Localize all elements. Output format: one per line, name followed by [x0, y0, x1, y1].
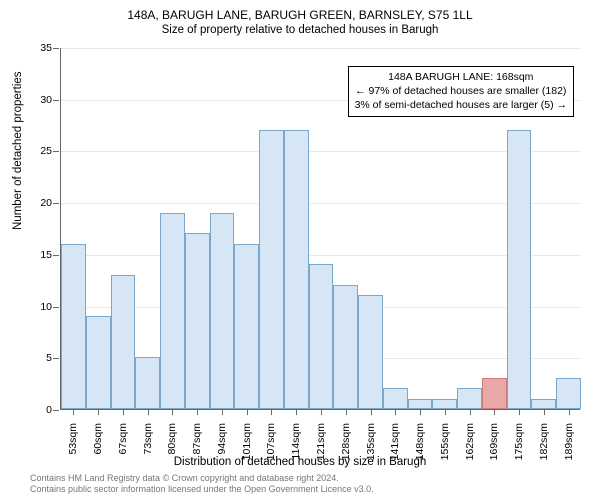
histogram-bar	[457, 388, 482, 409]
x-tick	[73, 409, 74, 415]
attribution-footer: Contains HM Land Registry data © Crown c…	[30, 473, 374, 496]
histogram-bar	[333, 285, 358, 409]
histogram-bar	[556, 378, 581, 409]
histogram-bar	[61, 244, 86, 409]
y-tick-label: 0	[22, 404, 52, 416]
y-tick	[53, 100, 59, 101]
footer-line-2: Contains public sector information licen…	[30, 484, 374, 496]
histogram-bar	[111, 275, 136, 409]
plot-container: 0510152025303553sqm60sqm67sqm73sqm80sqm8…	[60, 48, 580, 410]
x-tick	[494, 409, 495, 415]
x-tick	[98, 409, 99, 415]
histogram-bar	[309, 264, 334, 409]
x-tick	[296, 409, 297, 415]
x-tick	[544, 409, 545, 415]
y-tick-label: 25	[22, 145, 52, 157]
annotation-line: 3% of semi-detached houses are larger (5…	[355, 98, 567, 112]
chart-subtitle: Size of property relative to detached ho…	[0, 22, 600, 36]
x-tick	[222, 409, 223, 415]
histogram-bar	[135, 357, 160, 409]
x-tick	[197, 409, 198, 415]
histogram-plot: 0510152025303553sqm60sqm67sqm73sqm80sqm8…	[60, 48, 580, 410]
histogram-bar	[358, 295, 383, 409]
x-tick	[247, 409, 248, 415]
histogram-bar	[86, 316, 111, 409]
y-tick	[53, 203, 59, 204]
y-tick-label: 5	[22, 352, 52, 364]
histogram-bar	[210, 213, 235, 410]
annotation-line: ← 97% of detached houses are smaller (18…	[355, 84, 567, 98]
x-axis-label: Distribution of detached houses by size …	[0, 456, 600, 468]
x-tick	[395, 409, 396, 415]
histogram-bar	[185, 233, 210, 409]
histogram-bar	[284, 130, 309, 409]
annotation-line: 148A BARUGH LANE: 168sqm	[355, 70, 567, 84]
y-tick-label: 10	[22, 301, 52, 313]
y-tick	[53, 151, 59, 152]
x-tick	[569, 409, 570, 415]
x-tick	[445, 409, 446, 415]
gridline	[61, 255, 581, 256]
x-tick	[470, 409, 471, 415]
x-tick	[519, 409, 520, 415]
y-tick	[53, 358, 59, 359]
histogram-bar	[383, 388, 408, 409]
x-tick	[172, 409, 173, 415]
x-tick	[420, 409, 421, 415]
y-tick	[53, 307, 59, 308]
footer-line-1: Contains HM Land Registry data © Crown c…	[30, 473, 374, 485]
x-tick	[346, 409, 347, 415]
x-tick	[321, 409, 322, 415]
y-tick-label: 20	[22, 197, 52, 209]
x-tick	[271, 409, 272, 415]
annotation-callout: 148A BARUGH LANE: 168sqm← 97% of detache…	[348, 66, 574, 117]
histogram-bar-highlight	[482, 378, 507, 409]
histogram-bar	[234, 244, 259, 409]
x-tick	[371, 409, 372, 415]
y-tick-label: 15	[22, 249, 52, 261]
gridline	[61, 203, 581, 204]
y-tick	[53, 410, 59, 411]
histogram-bar	[259, 130, 284, 409]
y-tick-label: 30	[22, 94, 52, 106]
x-tick	[148, 409, 149, 415]
y-tick-label: 35	[22, 42, 52, 54]
histogram-bar	[160, 213, 185, 410]
gridline	[61, 151, 581, 152]
histogram-bar	[408, 399, 433, 409]
x-tick	[123, 409, 124, 415]
y-tick	[53, 255, 59, 256]
gridline	[61, 48, 581, 49]
y-tick	[53, 48, 59, 49]
histogram-bar	[432, 399, 457, 409]
histogram-bar	[507, 130, 532, 409]
histogram-bar	[531, 399, 556, 409]
chart-title: 148A, BARUGH LANE, BARUGH GREEN, BARNSLE…	[0, 0, 600, 22]
